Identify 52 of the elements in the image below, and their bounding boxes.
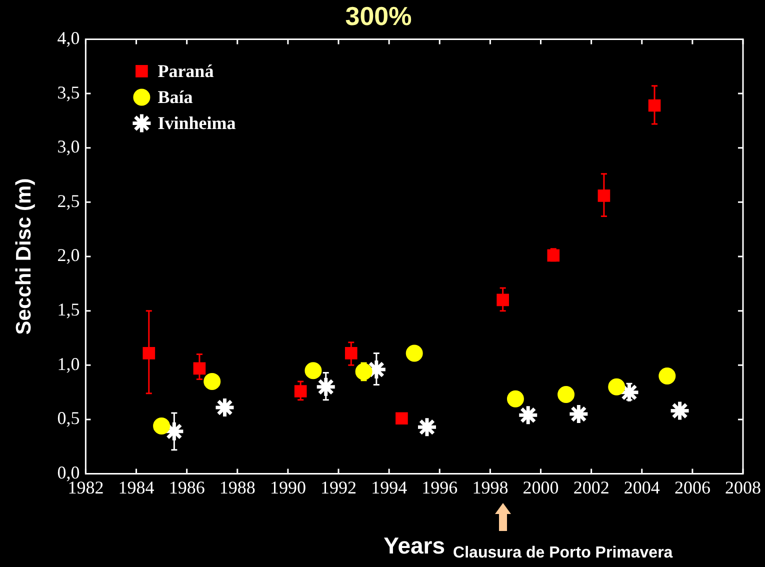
point <box>344 347 358 360</box>
point <box>355 363 372 380</box>
x-tick-label: 2008 <box>725 477 761 498</box>
y-tick-label: 1,5 <box>57 300 80 320</box>
point <box>294 385 307 398</box>
x-tick-label: 1996 <box>422 477 458 498</box>
x-tick-label: 1994 <box>371 477 408 498</box>
point <box>658 368 676 385</box>
point <box>568 403 590 425</box>
point <box>496 294 509 306</box>
x-tick-label: 2006 <box>674 477 710 498</box>
y-tick-label: 1,0 <box>57 354 80 374</box>
x-tick-label: 1988 <box>219 477 256 498</box>
chart-title: 300% <box>345 0 412 31</box>
y-tick-label: 0,5 <box>57 408 80 428</box>
point <box>598 190 610 202</box>
point <box>193 362 206 375</box>
x-axis-title: Years <box>384 532 446 559</box>
point <box>558 386 575 403</box>
x-tick-label: 1986 <box>168 477 205 498</box>
y-tick-label: 2,0 <box>57 245 80 266</box>
point <box>648 99 661 112</box>
legend-label: Ivinheima <box>158 112 236 133</box>
y-tick-label: 3,5 <box>57 82 80 102</box>
point <box>396 412 408 425</box>
x-tick-label: 1990 <box>270 477 306 498</box>
x-tick-label: 2004 <box>624 477 660 498</box>
point <box>204 372 221 390</box>
point <box>406 344 423 362</box>
point <box>214 396 236 418</box>
x-tick-label: 1998 <box>472 477 508 498</box>
point <box>153 417 170 434</box>
point <box>517 404 539 426</box>
y-tick-label: 3,0 <box>57 136 80 157</box>
point <box>547 249 560 262</box>
y-tick-label: 4,0 <box>57 28 80 48</box>
x-tick-label: 1992 <box>320 477 357 498</box>
text: Clausura de Porto Primavera <box>453 544 673 562</box>
point <box>608 378 626 396</box>
point <box>304 362 322 380</box>
point <box>669 400 691 422</box>
x-tick-label: 2002 <box>573 477 610 498</box>
x-tick-label: 2000 <box>522 477 559 498</box>
x-tick-label: 1984 <box>118 477 154 498</box>
point <box>315 376 337 398</box>
y-tick-label: 2,5 <box>57 190 80 211</box>
point <box>142 347 156 360</box>
legend-label: Paraná <box>158 60 214 81</box>
point <box>506 390 524 408</box>
legend-label: Baía <box>158 86 193 107</box>
point <box>416 416 438 438</box>
y-axis-title: Secchi Disc (m) <box>12 178 36 335</box>
